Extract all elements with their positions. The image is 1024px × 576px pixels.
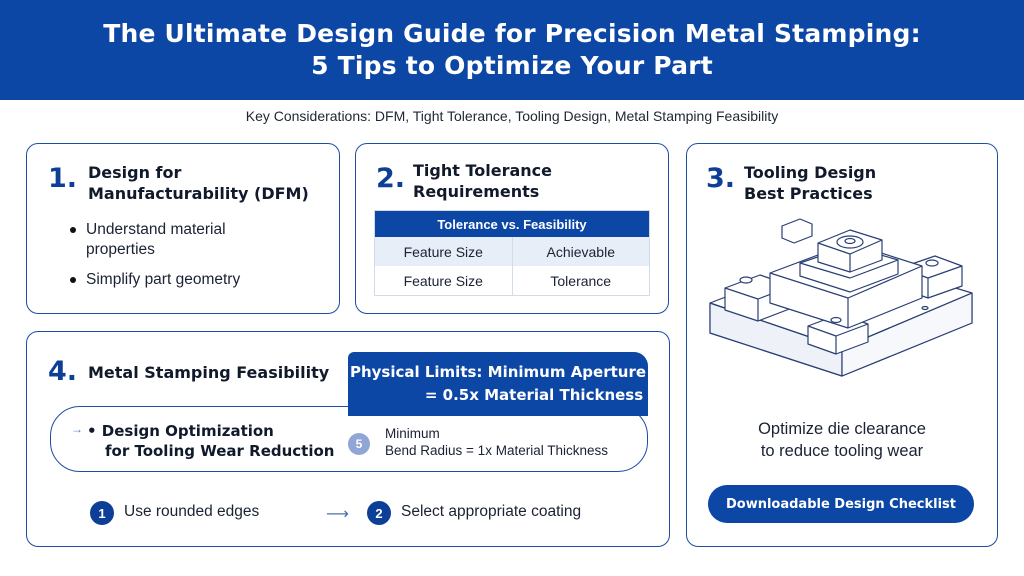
page-title-line1: The Ultimate Design Guide for Precision …: [103, 19, 921, 48]
optimization-text: • Design Optimization for Tooling Wear R…: [87, 421, 334, 461]
optimization-line2: for Tooling Wear Reduction: [105, 442, 335, 460]
card-tooling-text: Optimize die clearance to reduce tooling…: [686, 418, 998, 462]
table-cell: Tolerance: [511, 266, 650, 295]
card-tooling-text-line2: to reduce tooling wear: [760, 442, 924, 460]
step-1-label: Use rounded edges: [124, 503, 260, 520]
card-feasibility-title: Metal Stamping Feasibility: [88, 363, 330, 382]
tolerance-table: Tolerance vs. Feasibility Feature Size A…: [374, 210, 650, 296]
bullet-1-line2: properties: [86, 241, 155, 258]
card-tooling-title-line1: Tooling Design: [744, 163, 877, 182]
stamping-die-illustration-icon: [709, 218, 973, 377]
table-row: Feature Size Achievable: [375, 237, 649, 266]
limits-line1: Physical Limits: Minimum Aperture: [349, 363, 647, 381]
step-2-badge: 2: [367, 501, 391, 525]
subtitle: Key Considerations: DFM, Tight Tolerance…: [245, 108, 779, 124]
card-dfm-number: 1.: [48, 163, 78, 194]
card-tolerance-title-line1: Tight Tolerance: [413, 161, 552, 180]
optimization-line1: • Design Optimization: [87, 422, 274, 440]
card-tolerance-number: 2.: [376, 163, 406, 194]
bullet-2-text: Simplify part geometry: [86, 271, 241, 288]
arrow-right-icon: →: [71, 422, 83, 436]
header-banner: The Ultimate Design Guide for Precision …: [0, 0, 1024, 100]
bullet-dot: [70, 227, 76, 233]
badge-5: 5: [348, 433, 370, 455]
min-bend-line1: Minimum: [385, 426, 440, 441]
card-dfm-bullet-2: Simplify part geometry: [70, 270, 241, 290]
table-cell: Achievable: [511, 237, 650, 266]
table-cell: Feature Size: [403, 272, 483, 289]
card-tooling-number: 3.: [706, 163, 736, 194]
card-tooling-title-line2: Best Practices: [744, 184, 873, 203]
step-2-label: Select appropriate coating: [401, 503, 582, 520]
physical-limits-banner: Physical Limits: Minimum Aperture = 0.5x…: [348, 352, 648, 416]
download-checklist-button[interactable]: Downloadable Design Checklist: [708, 485, 974, 523]
tolerance-table-header: Tolerance vs. Feasibility: [375, 211, 649, 237]
arrow-right-icon: ⟶: [326, 506, 349, 523]
bullet-1-line1: Understand material: [86, 221, 226, 238]
step-1-badge: 1: [90, 501, 114, 525]
card-dfm-title-line2: Manufacturability (DFM): [88, 184, 309, 203]
min-bend-radius-text: Minimum Bend Radius = 1x Material Thickn…: [385, 425, 608, 459]
card-dfm-title-line1: Design for: [88, 163, 182, 182]
table-cell: Feature Size: [403, 243, 483, 260]
min-bend-line2: Bend Radius = 1x Material Thickness: [385, 443, 608, 458]
table-row: Feature Size Tolerance: [375, 266, 649, 295]
card-tolerance-title-line2: Requirements: [413, 182, 540, 201]
card-dfm: [26, 143, 340, 314]
card-dfm-bullet-1: Understand material properties: [70, 220, 226, 260]
card-tooling-text-line1: Optimize die clearance: [758, 420, 926, 438]
card-feasibility-number: 4.: [48, 356, 78, 387]
limits-line2: = 0.5x Material Thickness: [424, 386, 644, 404]
page-title-line2: 5 Tips to Optimize Your Part: [311, 51, 713, 80]
bullet-dot: [70, 277, 76, 283]
